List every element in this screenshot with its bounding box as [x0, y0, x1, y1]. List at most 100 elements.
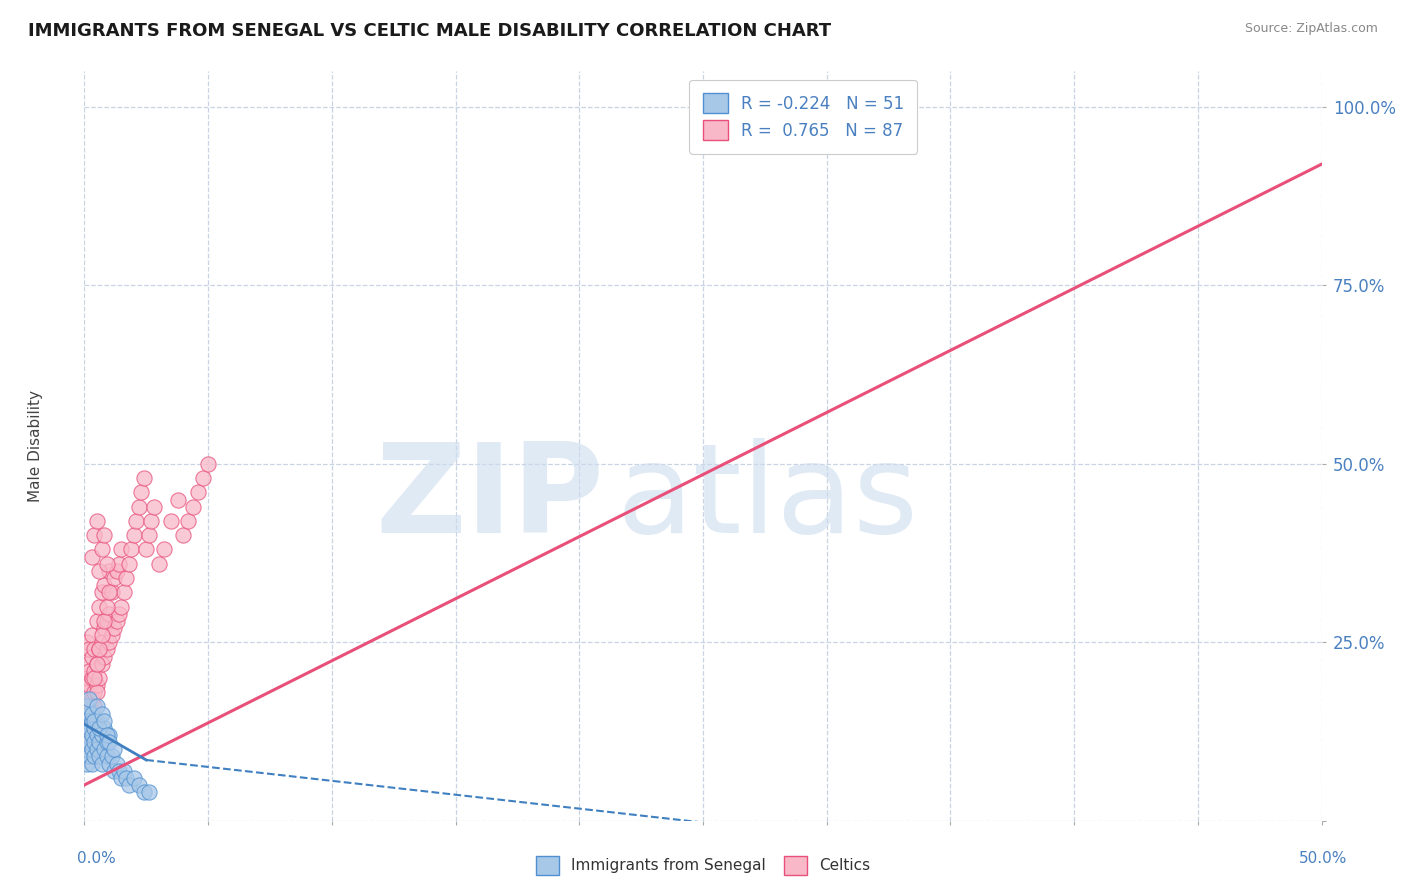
Point: [76, 671, 98, 685]
Text: atlas: atlas: [616, 438, 918, 559]
Point: [80, 742, 103, 756]
Point: [83, 685, 105, 699]
Point: [89, 749, 111, 764]
Point: [83, 699, 105, 714]
Point: [148, 557, 170, 571]
Point: [108, 764, 131, 778]
Point: [79, 699, 101, 714]
Point: [90, 628, 112, 642]
Point: [86, 657, 108, 671]
Point: [103, 571, 125, 585]
Point: [118, 778, 141, 792]
Text: Source: ZipAtlas.com: Source: ZipAtlas.com: [1244, 22, 1378, 36]
Point: [120, 542, 142, 557]
Point: [79, 728, 101, 742]
Point: [98, 728, 121, 742]
Point: [83, 714, 105, 728]
Point: [115, 571, 138, 585]
Point: [80, 628, 103, 642]
Point: [79, 728, 101, 742]
Point: [141, 514, 163, 528]
Point: [98, 607, 121, 621]
Point: [142, 500, 165, 514]
Point: [90, 756, 112, 771]
Point: [108, 607, 131, 621]
Point: [93, 614, 115, 628]
Point: [79, 642, 101, 657]
Point: [90, 728, 112, 742]
Point: [125, 514, 148, 528]
Point: [118, 557, 141, 571]
Point: [96, 599, 118, 614]
Point: [93, 578, 115, 592]
Point: [98, 564, 121, 578]
Point: [112, 585, 135, 599]
Text: 50.0%: 50.0%: [1299, 851, 1347, 865]
Text: ZIP: ZIP: [375, 438, 605, 559]
Point: [128, 500, 150, 514]
Point: [86, 685, 108, 699]
Point: [129, 485, 152, 500]
Point: [89, 642, 111, 657]
Point: [96, 728, 118, 742]
Point: [83, 664, 105, 678]
Point: [132, 785, 155, 799]
Point: [89, 564, 111, 578]
Point: [108, 557, 131, 571]
Point: [89, 642, 111, 657]
Point: [79, 749, 101, 764]
Point: [79, 692, 101, 706]
Point: [79, 721, 101, 735]
Point: [98, 756, 121, 771]
Point: [80, 714, 103, 728]
Point: [132, 471, 155, 485]
Point: [93, 742, 115, 756]
Point: [76, 714, 98, 728]
Point: [86, 728, 108, 742]
Point: [110, 599, 132, 614]
Point: [103, 742, 125, 756]
Legend: Immigrants from Senegal, Celtics: Immigrants from Senegal, Celtics: [530, 850, 876, 880]
Point: [187, 485, 209, 500]
Point: [79, 678, 101, 692]
Point: [76, 728, 98, 742]
Point: [112, 764, 135, 778]
Point: [197, 457, 219, 471]
Point: [75, 706, 97, 721]
Point: [90, 657, 112, 671]
Point: [89, 735, 111, 749]
Point: [100, 749, 122, 764]
Point: [191, 471, 214, 485]
Point: [100, 585, 122, 599]
Point: [90, 706, 112, 721]
Point: [80, 671, 103, 685]
Point: [76, 635, 98, 649]
Legend: R = -0.224   N = 51, R =  0.765   N = 87: R = -0.224 N = 51, R = 0.765 N = 87: [689, 79, 917, 153]
Point: [83, 749, 105, 764]
Point: [86, 678, 108, 692]
Point: [135, 542, 157, 557]
Point: [105, 756, 128, 771]
Point: [76, 756, 98, 771]
Point: [177, 514, 200, 528]
Point: [103, 621, 125, 635]
Point: [122, 528, 145, 542]
Point: [138, 528, 160, 542]
Point: [80, 706, 103, 721]
Point: [93, 621, 115, 635]
Point: [80, 714, 103, 728]
Point: [80, 549, 103, 564]
Point: [89, 671, 111, 685]
Point: [86, 514, 108, 528]
Point: [76, 699, 98, 714]
Point: [103, 764, 125, 778]
Point: [128, 778, 150, 792]
Text: IMMIGRANTS FROM SENEGAL VS CELTIC MALE DISABILITY CORRELATION CHART: IMMIGRANTS FROM SENEGAL VS CELTIC MALE D…: [28, 22, 831, 40]
Point: [86, 657, 108, 671]
Point: [90, 635, 112, 649]
Point: [86, 742, 108, 756]
Point: [83, 671, 105, 685]
Point: [100, 628, 122, 642]
Point: [80, 714, 103, 728]
Point: [90, 542, 112, 557]
